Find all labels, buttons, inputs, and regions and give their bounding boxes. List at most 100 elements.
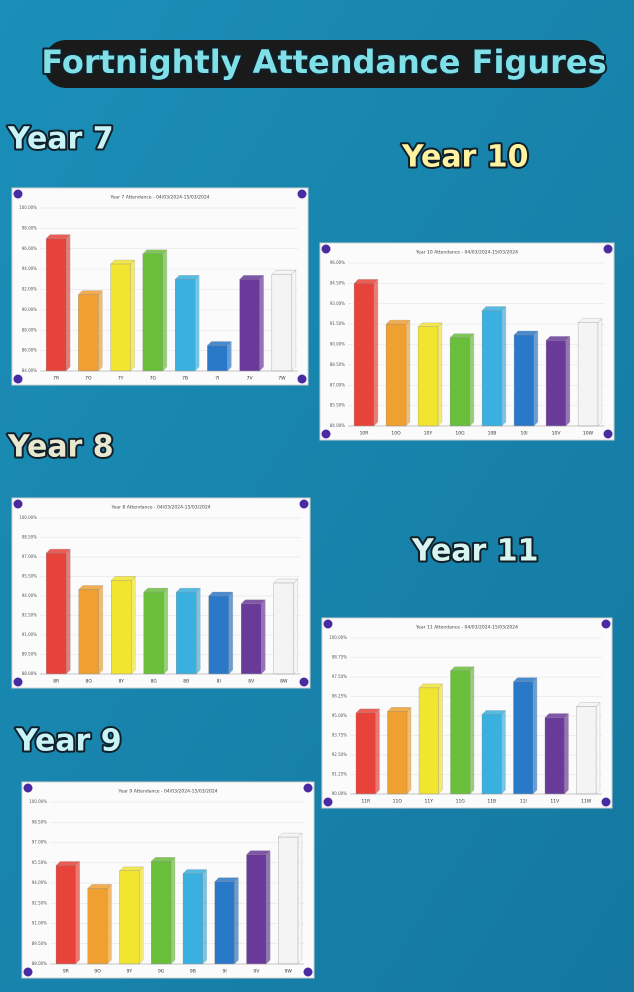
y-tick-label: 92.50% — [332, 752, 347, 757]
bar-side — [229, 592, 233, 674]
bar — [175, 279, 195, 371]
y-tick-label: 98.50% — [32, 819, 47, 824]
pin — [324, 798, 333, 807]
bar-top — [482, 307, 506, 311]
bar — [546, 340, 566, 426]
bar-top — [546, 336, 570, 340]
bar-top — [354, 279, 378, 283]
bar-top — [56, 861, 80, 865]
y-tick-label: 86.00% — [22, 348, 37, 353]
bar-side — [66, 235, 70, 371]
bar — [274, 583, 294, 674]
bar-top — [576, 703, 600, 707]
bar-top — [143, 250, 167, 254]
bar — [545, 718, 565, 794]
chart-title: Year 11 Attendance - 04/03/2024-15/03/20… — [415, 625, 518, 631]
bar — [111, 264, 131, 371]
bar-side — [203, 870, 207, 964]
y-tick-label: 93.00% — [330, 301, 345, 306]
chart-heading: Year 10 — [401, 140, 529, 175]
y-tick-label: 98.50% — [22, 535, 37, 540]
y-tick-label: 90.00% — [330, 342, 345, 347]
bar-top — [241, 600, 265, 604]
x-tick-label: 8W — [280, 679, 288, 685]
bar-side — [376, 709, 380, 794]
bar-side — [164, 588, 168, 674]
y-tick-label: 88.00% — [32, 961, 47, 966]
bar-top — [111, 260, 135, 264]
x-tick-label: 10I — [520, 431, 527, 437]
pin — [604, 430, 613, 439]
chart-title: Year 9 Attendance - 04/03/2024-15/03/202… — [117, 789, 217, 795]
bar — [482, 714, 502, 794]
bar — [207, 346, 227, 371]
x-tick-label: 7W — [278, 376, 286, 382]
bar — [78, 295, 98, 371]
x-tick-label: 7V — [247, 376, 254, 382]
bar — [241, 604, 261, 674]
bar — [79, 590, 99, 675]
bar-top — [247, 851, 271, 855]
bar — [513, 682, 533, 794]
bar — [514, 335, 534, 426]
chart-heading: Year 8 — [7, 430, 114, 465]
bar-top — [151, 857, 175, 861]
x-tick-label: 10B — [488, 431, 497, 437]
bar-side — [261, 600, 265, 674]
bar-side — [407, 707, 411, 794]
y-tick-label: 85.50% — [330, 403, 345, 408]
bar-side — [292, 270, 296, 371]
bar-side — [195, 275, 199, 371]
y-tick-label: 92.00% — [22, 287, 37, 292]
y-tick-label: 84.00% — [22, 368, 37, 373]
bar-top — [46, 549, 70, 553]
page: Fortnightly Attendance Figures Year 7Yea… — [0, 0, 634, 992]
bar — [578, 323, 598, 426]
bar — [419, 688, 439, 794]
bar-side — [374, 279, 378, 426]
bar-top — [175, 275, 199, 279]
y-tick-label: 93.75% — [332, 733, 347, 738]
y-tick-label: 88.50% — [330, 362, 345, 367]
bar-top — [209, 592, 233, 596]
bar — [387, 711, 407, 794]
y-tick-label: 94.00% — [22, 266, 37, 271]
x-tick-label: 11V — [550, 799, 560, 805]
y-tick-label: 96.25% — [332, 694, 347, 699]
bar-top — [240, 275, 264, 279]
y-tick-label: 90.00% — [22, 307, 37, 312]
x-tick-label: 11B — [487, 799, 496, 805]
y-tick-label: 91.00% — [32, 921, 47, 926]
bar — [111, 580, 131, 674]
bar-top — [513, 678, 537, 682]
bar-side — [131, 576, 135, 674]
bar-side — [260, 275, 264, 371]
chart-title: Year 8 Attendance - 04/03/2024-15/03/202… — [110, 505, 210, 511]
pin — [298, 190, 307, 199]
bar — [209, 596, 229, 674]
pin — [602, 798, 611, 807]
bar-side — [565, 714, 569, 794]
y-tick-label: 100.00% — [19, 515, 37, 520]
x-tick-label: 11O — [393, 799, 403, 805]
y-tick-label: 88.00% — [22, 671, 37, 676]
chart-title: Year 7 Attendance - 04/03/2024-15/03/202… — [109, 195, 209, 201]
bar-top — [356, 709, 380, 713]
x-tick-label: 10G — [455, 431, 465, 437]
x-tick-label: 10W — [583, 431, 594, 437]
bar — [176, 592, 196, 674]
pin — [300, 500, 309, 509]
pin — [14, 190, 23, 199]
bar-side — [566, 336, 570, 426]
bar — [46, 239, 66, 371]
x-tick-label: 9G — [158, 969, 165, 975]
y-tick-label: 96.00% — [22, 246, 37, 251]
x-tick-label: 8R — [53, 679, 59, 685]
y-tick-label: 92.50% — [32, 900, 47, 905]
y-tick-label: 95.50% — [32, 860, 47, 865]
board: Fortnightly Attendance Figures Year 7Yea… — [0, 0, 634, 992]
bar — [247, 855, 267, 964]
bar-side — [76, 861, 80, 964]
bar-top — [450, 667, 474, 671]
bar — [450, 338, 470, 426]
